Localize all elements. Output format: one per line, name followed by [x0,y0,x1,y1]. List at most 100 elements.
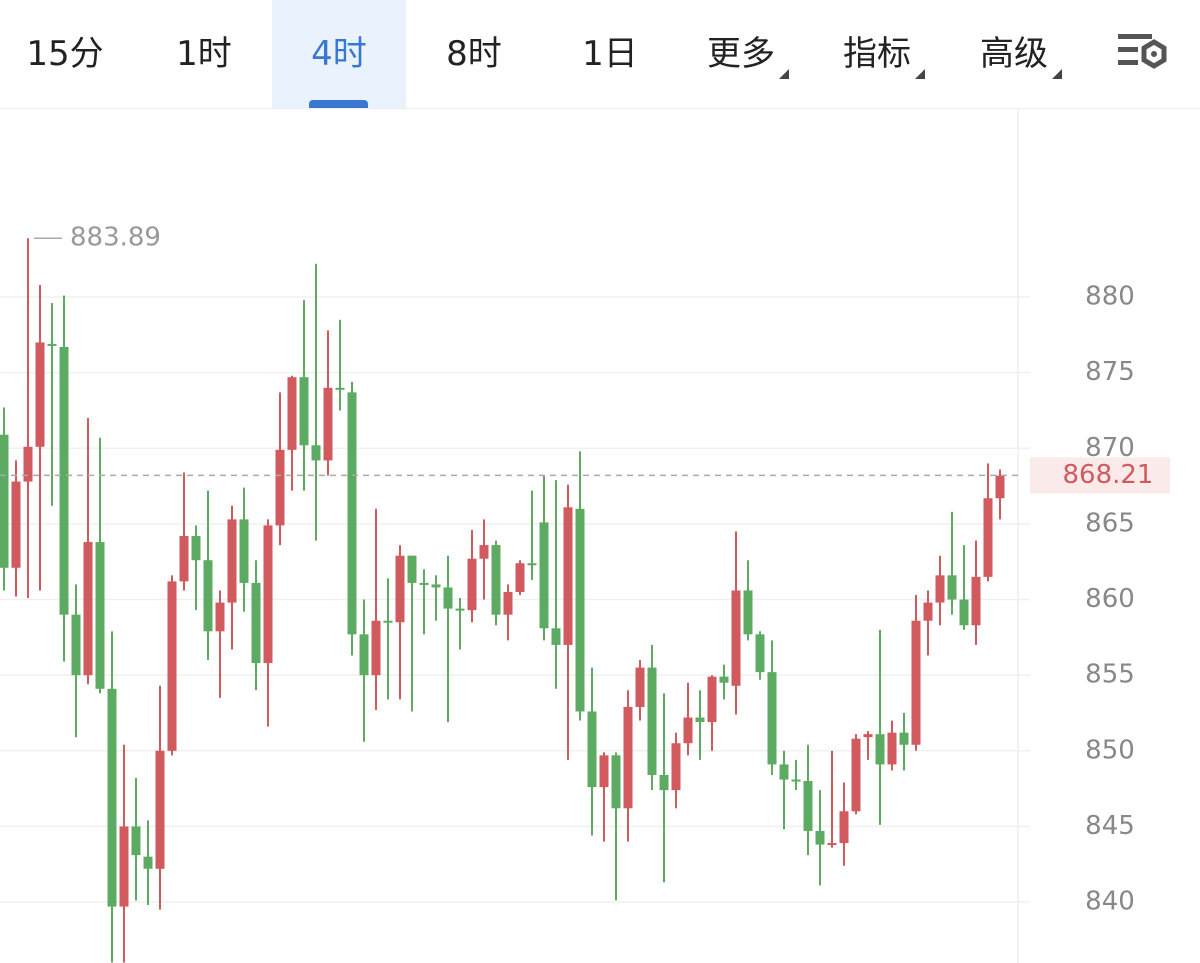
candle-body [359,634,369,676]
candle-body [779,764,789,780]
candle-body [455,608,465,611]
tab-label: 1日 [582,34,638,74]
candle-body [191,536,201,561]
candle-body [35,342,45,447]
candle-body [911,620,921,745]
candle-body [935,575,945,603]
candle-body [503,591,513,615]
candle-body [299,377,309,446]
max-label: 883.89 [70,223,161,253]
candle-body [323,387,333,461]
candle-body [527,563,537,566]
candle-body [755,634,765,673]
tab[interactable]: 4时 [272,0,406,108]
tab-label: 8时 [446,34,502,74]
settings-icon[interactable] [1118,30,1168,80]
candle-body [863,734,873,738]
candle-body [515,563,525,592]
y-tick-label: 880 [1085,282,1135,312]
dropdown-arrow [779,69,789,79]
candle-body [839,811,849,844]
candle-body [659,774,669,791]
candle-body [143,856,153,869]
candle-body [791,779,801,782]
candle-body [731,590,741,686]
candle-body [671,743,681,791]
candle-body [431,584,441,588]
candle-body [803,781,813,831]
candle-body [899,732,909,745]
tab[interactable]: 更多 [707,0,789,108]
candle-body [695,717,705,723]
tab-label: 1时 [176,34,232,74]
candle-body [923,602,933,621]
candle-body [707,676,717,723]
candle-body [947,575,957,600]
candle-body [275,449,285,526]
candle-body [227,519,237,603]
tab-label: 4时 [311,34,367,74]
tab[interactable]: 8时 [446,0,502,108]
candle-body [215,602,225,632]
candle-body [59,346,69,615]
candle-body [551,628,561,645]
candle-body [71,614,81,676]
active-indicator [309,100,368,108]
y-tick-label: 845 [1085,811,1135,841]
tab[interactable]: 15分 [26,0,103,108]
candle-body [995,475,1005,499]
candle-body [167,581,177,751]
candle-body [347,392,357,635]
candle-body [611,755,621,809]
tab-label: 指标 [843,34,911,74]
candle-body [419,582,429,585]
candle-body [155,750,165,869]
candle-body [107,688,117,907]
candle-body [287,377,297,450]
tab-bar: 15分 1时 4时 8时 1日 更多 指标 高级 [0,0,1200,109]
tab-label: 15分 [26,34,104,74]
candle-body [587,711,597,788]
candle-body [23,446,33,482]
candle-body [719,676,729,683]
candle-body [311,445,321,461]
tab[interactable]: 1时 [176,0,232,108]
y-tick-label: 840 [1085,887,1135,917]
candle-body [599,755,609,788]
candle-body [83,542,93,676]
candle-body [11,481,21,568]
candle-body [371,620,381,676]
candle-body [443,587,453,609]
candle-body [683,717,693,744]
tab-label: 更多 [707,34,775,74]
candle-body [47,343,57,346]
candle-body [203,560,213,632]
tab[interactable]: 高级 [980,0,1062,108]
y-tick-label: 855 [1085,660,1135,690]
candle-body [491,545,501,615]
candle-body [575,508,585,712]
candle-body [467,558,477,611]
candle-body [119,826,129,907]
candle-body [407,555,417,583]
candle-body [743,590,753,635]
candle-body [0,434,9,568]
tab[interactable]: 1日 [582,0,638,108]
y-tick-label: 865 [1085,508,1135,538]
candle-body [563,507,573,645]
candle-body [647,667,657,775]
candle-body [887,732,897,765]
candle-body [875,734,885,765]
last-price-label: 868.21 [1063,460,1154,490]
candle-body [179,536,189,582]
candle-body [263,525,273,664]
candle-body [239,519,249,583]
dropdown-arrow [915,69,925,79]
candle-body [383,620,393,623]
candle-body [479,545,489,559]
candle-body [635,667,645,707]
tab[interactable]: 指标 [843,0,925,108]
candle-body [983,498,993,577]
candle-body [971,576,981,626]
